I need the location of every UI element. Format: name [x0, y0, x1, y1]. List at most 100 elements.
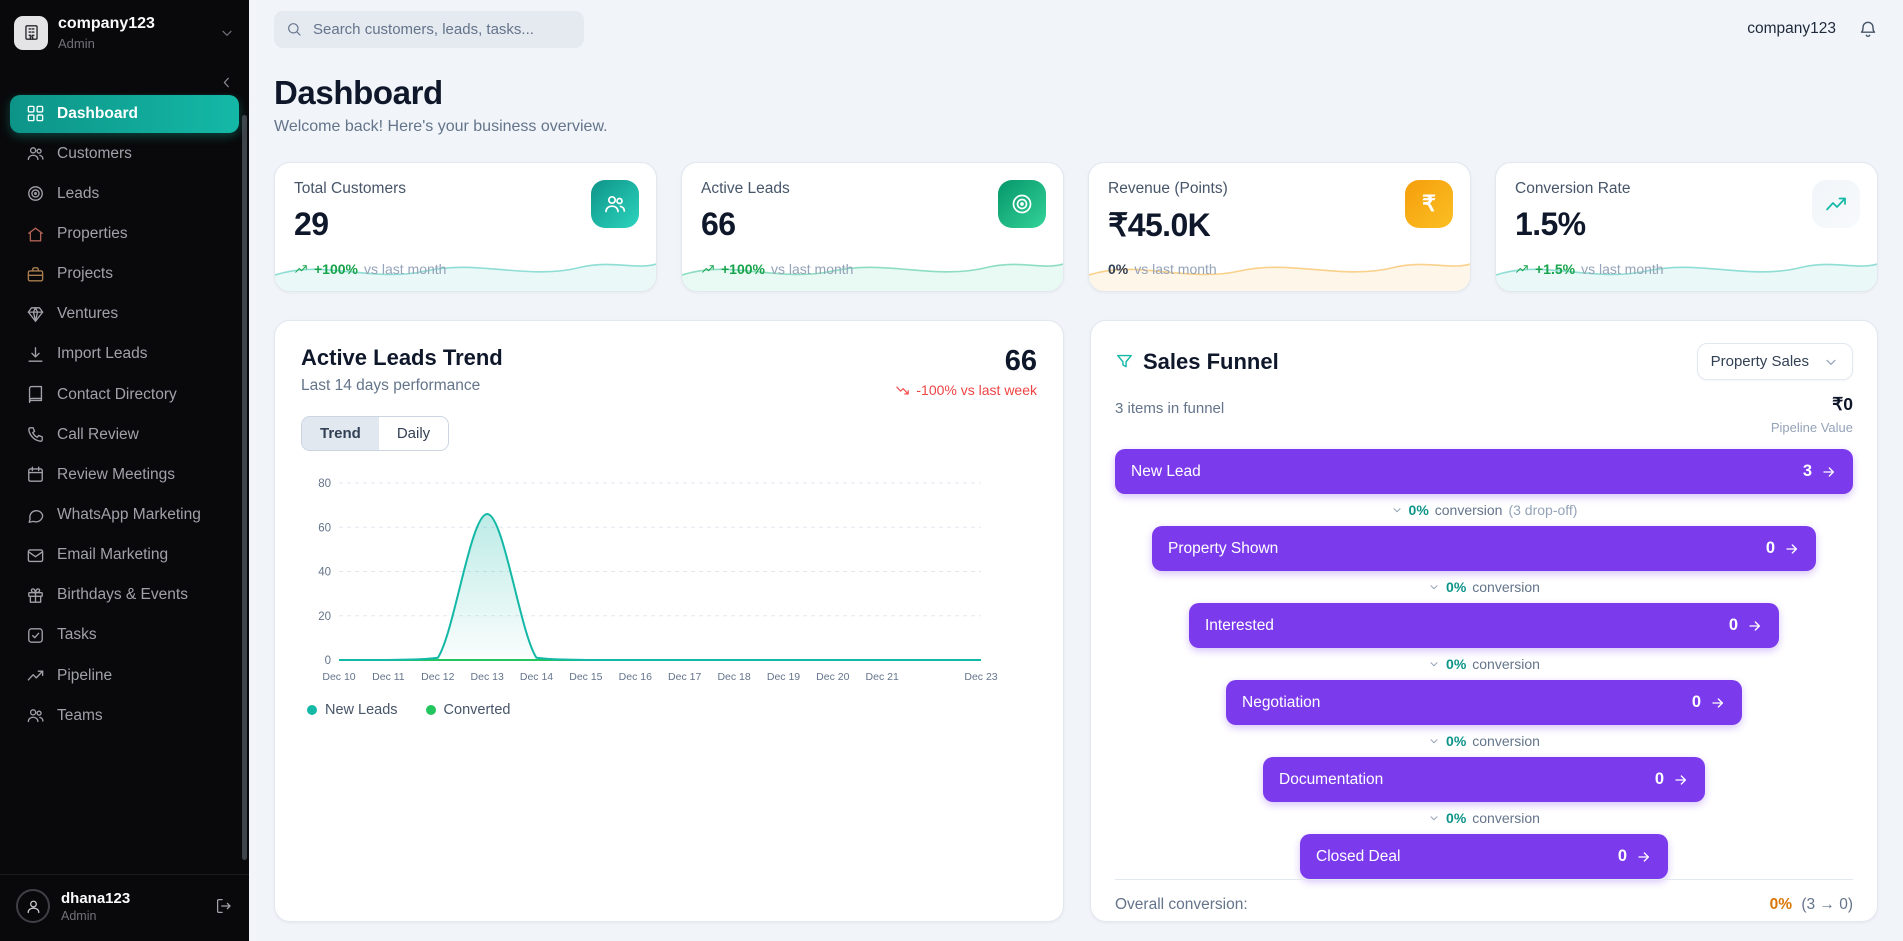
- sidebar-item-projects[interactable]: Projects: [10, 255, 239, 293]
- content: Dashboard Welcome back! Here's your busi…: [249, 58, 1903, 922]
- funnel-stage-count: 0: [1728, 616, 1738, 634]
- svg-text:Dec 19: Dec 19: [767, 671, 800, 683]
- company-logo-icon: [14, 15, 48, 50]
- funnel-stage-label: Documentation: [1279, 770, 1384, 788]
- logout-icon[interactable]: [215, 897, 233, 915]
- sidebar-scrollbar[interactable]: [242, 115, 247, 860]
- sidebar-item-email-marketing[interactable]: Email Marketing: [10, 536, 239, 574]
- sidebar-item-label: Import Leads: [57, 345, 148, 363]
- funnel-type-value: Property Sales: [1710, 353, 1809, 370]
- stat-delta-note: vs last month: [363, 261, 447, 277]
- chevron-down-icon[interactable]: [219, 25, 235, 41]
- sidebar-item-import-leads[interactable]: Import Leads: [10, 335, 239, 373]
- legend-item: Converted: [425, 702, 510, 718]
- svg-text:Dec 16: Dec 16: [619, 671, 652, 683]
- funnel-stage-right: 0: [1655, 770, 1689, 789]
- user-info: dhana123 Admin: [61, 890, 130, 923]
- sparkline: [1496, 263, 1877, 291]
- funnel-footer: Overall conversion: 0% (3 → 0): [1115, 879, 1853, 914]
- tab-daily[interactable]: Daily: [378, 417, 449, 450]
- funnel-bar-documentation[interactable]: Documentation 0: [1263, 757, 1705, 802]
- sidebar-item-contact-directory[interactable]: Contact Directory: [10, 376, 239, 414]
- sidebar-item-label: WhatsApp Marketing: [57, 506, 201, 523]
- stat-label: Revenue (Points): [1108, 180, 1228, 197]
- sidebar-item-whatsapp-marketing[interactable]: WhatsApp Marketing: [10, 496, 239, 534]
- stat-delta-row: +100% vs last month: [701, 261, 853, 277]
- chevron-down-icon: [1391, 504, 1403, 516]
- stat-delta-note: vs last month: [1581, 261, 1664, 277]
- org-switcher[interactable]: company123 Admin: [0, 0, 249, 59]
- funnel-stage-count: 3: [1802, 462, 1812, 480]
- search-input[interactable]: [311, 19, 572, 39]
- sidebar-item-ventures[interactable]: Ventures: [10, 295, 239, 333]
- sidebar-collapse-button[interactable]: [216, 72, 237, 96]
- sidebar-item-call-review[interactable]: Call Review: [10, 416, 239, 454]
- sales-funnel-card: Sales Funnel Property Sales 3 items in f…: [1090, 320, 1878, 922]
- conversion-label: conversion: [1472, 733, 1540, 749]
- funnel-items-note: 3 items in funnel: [1115, 400, 1225, 417]
- topbar-right: company123: [1747, 19, 1878, 39]
- chevron-down-icon: [1428, 735, 1440, 747]
- funnel-conversion-row: 0% conversion: [1115, 725, 1853, 757]
- chat-icon: [26, 506, 45, 525]
- funnel-stage-count: 0: [1617, 847, 1627, 865]
- sidebar-item-teams[interactable]: Teams: [10, 697, 239, 735]
- home-icon: [26, 225, 45, 244]
- stat-value: ₹45.0K: [1108, 207, 1211, 243]
- funnel-stage-right: 0: [1692, 693, 1726, 712]
- sidebar-item-dashboard[interactable]: Dashboard: [10, 94, 239, 133]
- svg-text:Dec 20: Dec 20: [816, 671, 849, 683]
- sidebar-item-label: Call Review: [57, 425, 139, 443]
- sidebar-user[interactable]: dhana123 Admin: [0, 874, 249, 941]
- stat-delta-row: 0% vs last month: [1108, 261, 1217, 277]
- conversion-dropoff: (3 drop-off): [1508, 502, 1578, 518]
- org-name: company123: [58, 15, 155, 32]
- target-icon: [998, 180, 1046, 228]
- stat-delta-note: vs last month: [1134, 261, 1217, 277]
- sidebar-item-leads[interactable]: Leads: [10, 175, 239, 213]
- sparkline: [275, 263, 656, 291]
- funnel-stage-label: Closed Deal: [1316, 847, 1401, 865]
- tab-trend[interactable]: Trend: [302, 417, 379, 450]
- funnel-type-select[interactable]: Property Sales: [1696, 343, 1853, 380]
- stat-delta: +100%: [721, 261, 765, 277]
- sidebar-item-label: Contact Directory: [57, 385, 177, 403]
- trend-delta-text: -100% vs last week: [916, 382, 1037, 398]
- funnel-stage-right: 0: [1618, 847, 1652, 866]
- funnel-conversion-row: 0% conversion: [1115, 571, 1853, 603]
- conversion-percent: 0%: [1446, 656, 1467, 672]
- chevron-left-icon: [218, 74, 235, 94]
- trend-icon: [1812, 180, 1860, 228]
- funnel-bar-new-lead[interactable]: New Lead 3: [1115, 449, 1853, 494]
- svg-text:20: 20: [318, 611, 331, 623]
- sidebar-item-label: Email Marketing: [57, 546, 169, 564]
- overall-conversion-detail: (3 → 0): [1801, 896, 1853, 913]
- funnel-meta: 3 items in funnel ₹0 Pipeline Value: [1115, 394, 1853, 435]
- sidebar-item-tasks[interactable]: Tasks: [10, 616, 239, 654]
- funnel-bar-interested[interactable]: Interested 0: [1189, 603, 1779, 648]
- trend-up-icon: [294, 262, 308, 276]
- stat-card: Conversion Rate 1.5% +1.5% vs last month: [1495, 162, 1878, 292]
- sidebar-item-properties[interactable]: Properties: [10, 215, 239, 253]
- overall-conversion-label: Overall conversion:: [1115, 896, 1248, 913]
- funnel-stages: New Lead 3 0% conversion (3 drop-off) Pr…: [1115, 449, 1853, 879]
- funnel-title-wrap: Sales Funnel: [1115, 349, 1279, 375]
- topbar: company123: [249, 0, 1903, 58]
- funnel-bar-closed-deal[interactable]: Closed Deal 0: [1300, 834, 1668, 879]
- sidebar-item-customers[interactable]: Customers: [10, 135, 239, 173]
- svg-text:Dec 13: Dec 13: [471, 671, 504, 683]
- page-title: Dashboard: [274, 74, 443, 111]
- sidebar-item-label: Projects: [57, 265, 113, 283]
- funnel-bar-negotiation[interactable]: Negotiation 0: [1226, 680, 1742, 725]
- mail-icon: [26, 546, 45, 565]
- notifications-bell-icon[interactable]: [1858, 19, 1878, 39]
- stat-delta-row: +1.5% vs last month: [1515, 261, 1664, 277]
- sidebar-item-review-meetings[interactable]: Review Meetings: [10, 456, 239, 494]
- trending-down-icon: [895, 383, 910, 398]
- funnel-stage-right: 3: [1803, 462, 1837, 481]
- funnel-bar-property-shown[interactable]: Property Shown 0: [1152, 526, 1816, 571]
- sidebar-item-pipeline[interactable]: Pipeline: [10, 657, 239, 695]
- svg-text:Dec 14: Dec 14: [520, 671, 553, 683]
- sidebar-item-birthdays-events[interactable]: Birthdays & Events: [10, 576, 239, 614]
